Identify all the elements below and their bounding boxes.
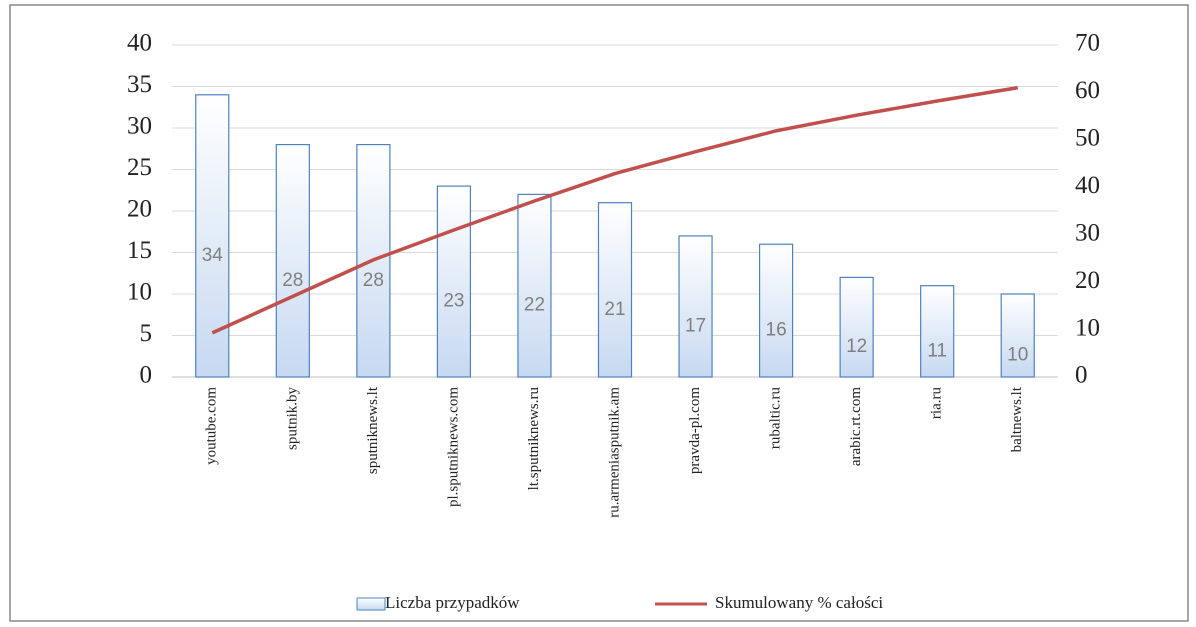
x-tick-label: pravda-pl.com [687, 387, 703, 474]
data-label: 17 [685, 315, 706, 336]
x-tick-label: ria.ru [929, 387, 945, 420]
bar [597, 202, 633, 378]
bar [1000, 293, 1035, 378]
bar [517, 193, 552, 378]
legend-label: Skumulowany % całości [715, 593, 883, 612]
y-tick-label: 5 [140, 320, 153, 347]
legend-label: Liczba przypadków [385, 593, 520, 612]
y2-tick-label: 70 [1075, 30, 1100, 57]
bar [275, 144, 310, 378]
x-tick-label: lt.sputniknews.ru [526, 387, 542, 491]
data-label: 11 [927, 340, 947, 361]
bar [920, 285, 955, 378]
y2-tick-label: 40 [1075, 172, 1100, 199]
y-tick-label: 20 [127, 196, 152, 223]
x-tick-label: sputnik.by [284, 387, 300, 450]
x-tick-label: rubaltic.ru [768, 387, 784, 450]
frame [9, 4, 1189, 622]
data-label: 16 [766, 320, 787, 341]
x-tick-label: ru.armeniasputnik.am [606, 387, 622, 518]
y-tick-label: 15 [127, 237, 152, 264]
bar [436, 185, 472, 378]
legend-swatch [356, 597, 386, 611]
bar [758, 243, 794, 378]
y-tick-label: 30 [127, 113, 152, 140]
data-label: 12 [846, 336, 867, 357]
y-tick-label: 35 [127, 71, 152, 98]
bar [839, 276, 874, 378]
x-tick-label: arabic.rt.com [848, 387, 864, 466]
y-tick-label: 40 [127, 30, 152, 57]
y-tick-label: 10 [127, 279, 152, 306]
data-label: 23 [443, 291, 464, 312]
line [211, 85, 1019, 335]
x-tick-label: sputniknews.lt [365, 386, 381, 474]
bar [678, 235, 713, 378]
y2-tick-label: 60 [1075, 77, 1100, 104]
y2-tick-label: 20 [1075, 267, 1100, 294]
y2-tick-label: 30 [1075, 219, 1100, 246]
y-tick-label: 0 [140, 362, 153, 389]
x-tick-label: baltnews.lt [1009, 386, 1025, 452]
y2-tick-label: 10 [1075, 314, 1100, 341]
x-tick-label: youtube.com [204, 387, 220, 465]
bar [195, 94, 230, 378]
data-label: 28 [282, 270, 303, 291]
data-label: 22 [524, 295, 545, 316]
data-label: 34 [202, 245, 224, 266]
y2-tick-label: 50 [1075, 125, 1100, 152]
data-label: 28 [363, 270, 384, 291]
data-label: 10 [1007, 345, 1028, 366]
y-tick-label: 25 [127, 154, 152, 181]
data-label: 21 [604, 299, 625, 320]
y2-tick-label: 0 [1075, 362, 1088, 389]
x-tick-label: pl.sputniknews.com [445, 387, 461, 507]
